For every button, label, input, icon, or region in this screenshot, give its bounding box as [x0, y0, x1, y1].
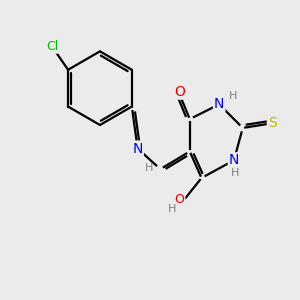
- Text: S: S: [268, 116, 277, 130]
- Text: H: H: [168, 204, 176, 214]
- Text: N: N: [229, 153, 239, 167]
- Text: H: H: [145, 163, 153, 173]
- Text: N: N: [214, 98, 224, 111]
- Text: O: O: [174, 85, 185, 99]
- Text: Cl: Cl: [46, 40, 58, 53]
- Text: H: H: [231, 168, 240, 178]
- Text: H: H: [229, 91, 238, 101]
- Text: O: O: [175, 193, 184, 206]
- Text: N: N: [132, 142, 143, 155]
